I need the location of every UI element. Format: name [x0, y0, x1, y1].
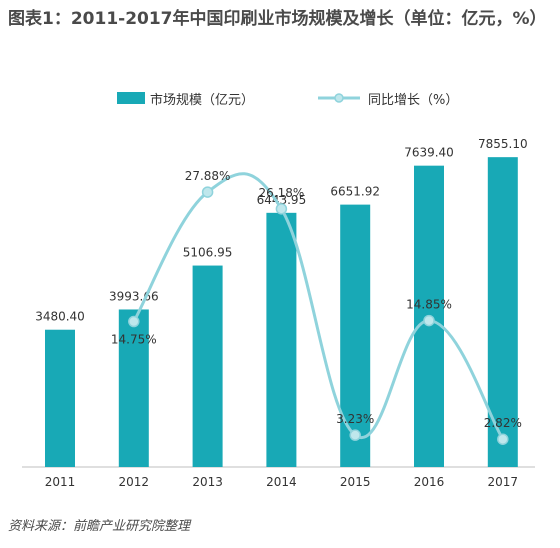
bar [118, 309, 149, 467]
bar-data-label: 7855.10 [478, 137, 528, 151]
bar-data-label: 3993.66 [109, 289, 159, 303]
growth-point [497, 433, 509, 445]
legend: 市场规模（亿元） 同比增长（%） [0, 88, 560, 108]
bar [340, 204, 371, 467]
x-tick-label: 2012 [119, 475, 150, 489]
bar [45, 329, 75, 467]
growth-data-label: 27.88% [185, 169, 231, 183]
growth-data-label: 14.85% [406, 298, 452, 312]
legend-bar-label: 市场规模（亿元） [150, 93, 255, 108]
x-tick-label: 2017 [488, 475, 519, 489]
bar-data-label: 3480.40 [35, 310, 85, 324]
bar [266, 212, 297, 467]
x-tick-label: 2013 [192, 475, 223, 489]
bar-data-label: 6443.95 [257, 193, 307, 207]
growth-line [132, 172, 505, 440]
growth-data-label: 14.75% [111, 333, 157, 347]
source-note: 资料来源：前瞻产业研究院整理 [8, 519, 191, 534]
bar-data-label: 6651.92 [330, 185, 380, 199]
chart-title: 图表1：2011-2017年中国印刷业市场规模及增长（单位：亿元，%） [8, 9, 547, 29]
bar [192, 265, 223, 467]
legend-line-label: 同比增长（%） [368, 93, 459, 108]
growth-data-label: 26.18% [259, 186, 305, 200]
bar-data-label: 7639.40 [404, 146, 454, 160]
x-tick-label: 2015 [340, 475, 371, 489]
x-tick-label: 2014 [266, 475, 297, 489]
growth-point [128, 315, 140, 328]
legend-bar-swatch [117, 92, 145, 104]
growth-point [349, 429, 361, 441]
growth-data-label: 3.23% [336, 412, 374, 426]
bar-data-label: 5106.95 [183, 246, 233, 260]
growth-data-label: 2.82% [484, 416, 522, 430]
x-tick-label: 2016 [414, 475, 445, 489]
growth-point [275, 203, 288, 215]
growth-point [201, 186, 214, 198]
growth-point [423, 314, 435, 327]
x-tick-label: 2011 [45, 475, 76, 489]
legend-line-swatch [318, 93, 360, 103]
